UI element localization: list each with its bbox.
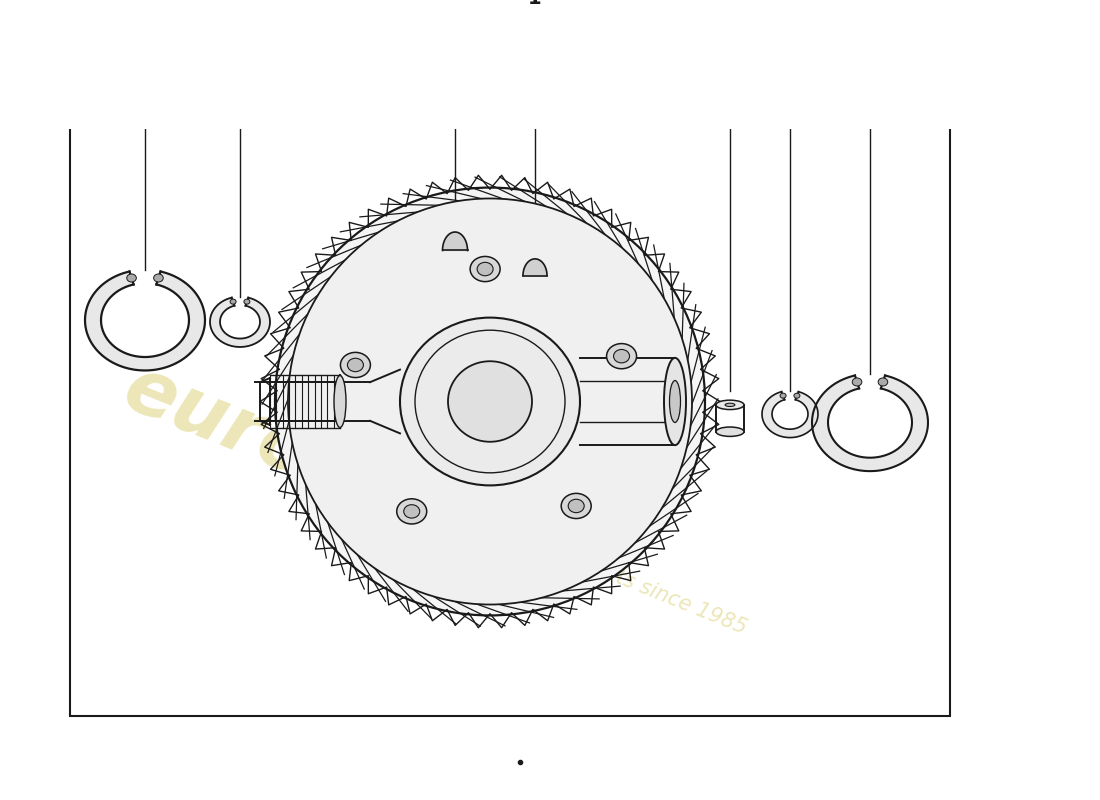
Ellipse shape bbox=[725, 403, 735, 406]
Ellipse shape bbox=[448, 362, 532, 442]
Polygon shape bbox=[522, 259, 547, 276]
Bar bbox=[70, 20, 950, 716]
Polygon shape bbox=[812, 375, 928, 471]
Ellipse shape bbox=[275, 187, 705, 615]
Polygon shape bbox=[762, 392, 818, 438]
Ellipse shape bbox=[716, 400, 744, 410]
Circle shape bbox=[230, 299, 236, 304]
Ellipse shape bbox=[288, 198, 692, 605]
Text: euroParts: euroParts bbox=[112, 352, 528, 577]
Ellipse shape bbox=[569, 499, 584, 513]
Ellipse shape bbox=[348, 358, 363, 372]
Ellipse shape bbox=[397, 499, 427, 524]
Circle shape bbox=[154, 274, 163, 282]
Circle shape bbox=[126, 274, 136, 282]
Ellipse shape bbox=[340, 352, 371, 378]
Ellipse shape bbox=[404, 505, 420, 518]
Polygon shape bbox=[85, 271, 205, 370]
Text: a passion for parts since 1985: a passion for parts since 1985 bbox=[450, 501, 750, 638]
Circle shape bbox=[878, 378, 888, 386]
Ellipse shape bbox=[334, 375, 346, 427]
Ellipse shape bbox=[470, 257, 500, 282]
Ellipse shape bbox=[400, 318, 580, 486]
Ellipse shape bbox=[477, 262, 493, 276]
Text: 1: 1 bbox=[528, 0, 542, 8]
Polygon shape bbox=[442, 232, 468, 250]
Circle shape bbox=[794, 393, 800, 398]
Circle shape bbox=[780, 393, 786, 398]
Ellipse shape bbox=[561, 494, 591, 518]
Ellipse shape bbox=[664, 358, 686, 445]
Ellipse shape bbox=[606, 343, 637, 369]
Ellipse shape bbox=[670, 381, 681, 422]
Polygon shape bbox=[210, 298, 270, 347]
Circle shape bbox=[244, 299, 250, 304]
Circle shape bbox=[852, 378, 862, 386]
Ellipse shape bbox=[614, 350, 629, 363]
Ellipse shape bbox=[716, 427, 744, 437]
